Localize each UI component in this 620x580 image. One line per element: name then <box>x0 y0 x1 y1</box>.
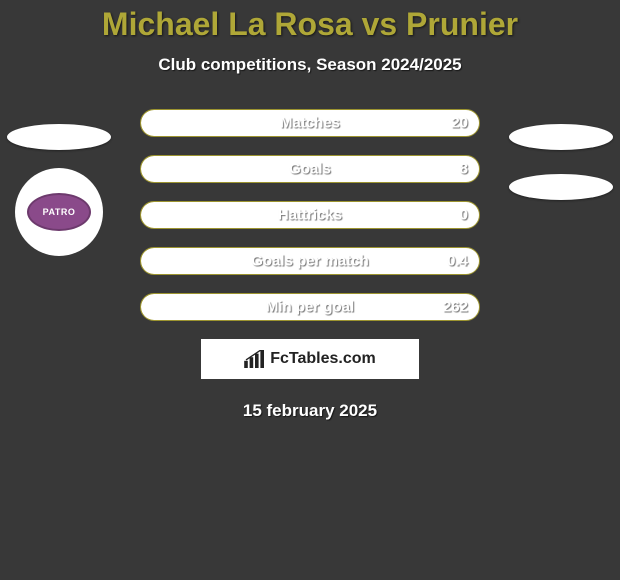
stat-label: Hattricks <box>278 207 342 224</box>
page-subtitle: Club competitions, Season 2024/2025 <box>0 55 620 75</box>
brand-text: FcTables.com <box>270 350 376 368</box>
bar-chart-icon <box>244 350 266 368</box>
stat-right-value: 262 <box>443 299 468 316</box>
brand-link[interactable]: FcTables.com <box>201 339 419 379</box>
page-title: Michael La Rosa vs Prunier <box>0 0 620 43</box>
stat-label: Matches <box>280 115 340 132</box>
stat-label: Goals per match <box>251 253 369 270</box>
stat-row: Matches 20 <box>140 109 480 137</box>
stat-label: Min per goal <box>266 299 354 316</box>
stat-right-value: 0 <box>460 207 468 224</box>
stat-row: Goals 8 <box>140 155 480 183</box>
stat-right-value: 0.4 <box>447 253 468 270</box>
date-line: 15 february 2025 <box>0 401 620 421</box>
stat-label: Goals <box>289 161 331 178</box>
stat-row: Min per goal 262 <box>140 293 480 321</box>
stat-right-value: 8 <box>460 161 468 178</box>
stat-row: Hattricks 0 <box>140 201 480 229</box>
stat-bars: Matches 20 Goals 8 Hattricks 0 Goals per <box>140 109 480 321</box>
stat-right-value: 20 <box>451 115 468 132</box>
stat-row: Goals per match 0.4 <box>140 247 480 275</box>
